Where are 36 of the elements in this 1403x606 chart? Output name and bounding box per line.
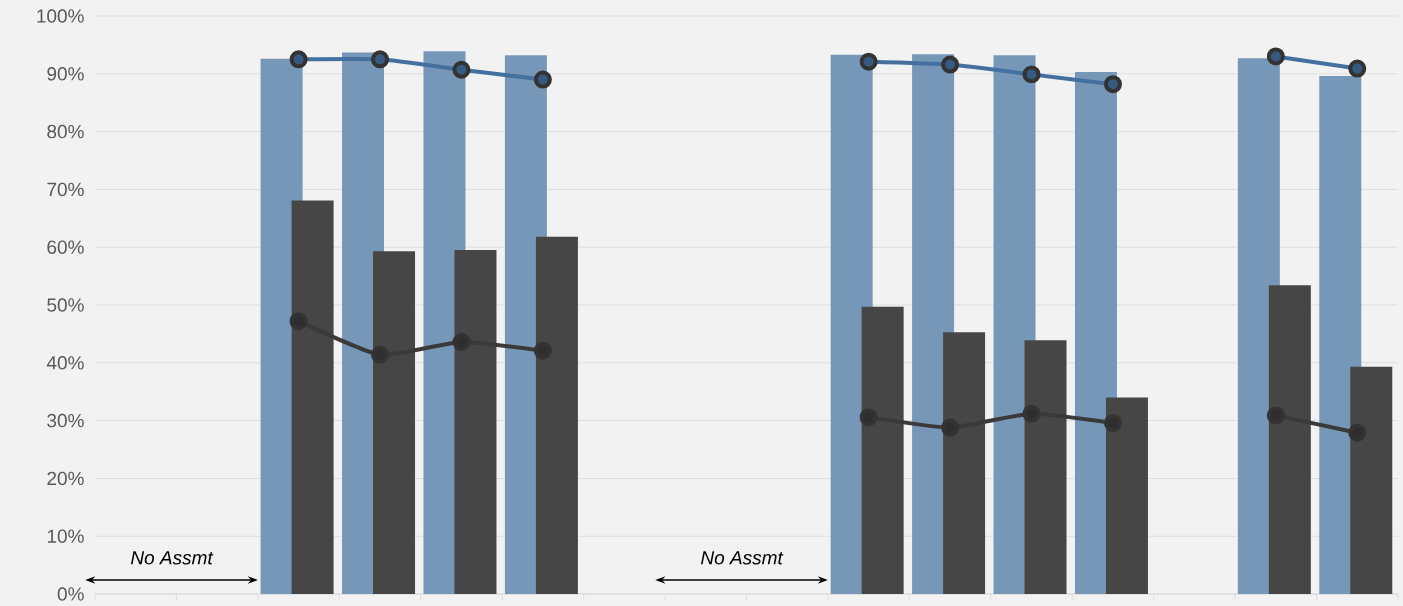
y-tick-label: 60% [47,240,84,254]
point [371,50,390,69]
y-tick-label: 70% [47,182,84,197]
point [452,332,471,351]
y-tick-label: 20% [47,471,84,486]
y-tick-label: 80% [47,124,84,139]
y-tick-label: 90% [47,67,84,81]
point [859,408,878,427]
point [1348,59,1367,78]
point [1103,413,1122,432]
annotation: No Assmt [130,551,214,565]
y-tick-label: 0% [57,587,84,601]
point [1266,406,1285,425]
point [941,418,960,437]
point [859,52,878,71]
y-tick-label: 40% [46,356,84,370]
point [289,312,308,331]
point [289,50,308,69]
point [941,55,960,74]
point [533,70,552,89]
y-tick-label: 10% [47,529,84,543]
y-tick-label: 100% [37,9,84,23]
point [533,341,552,360]
point [452,60,471,79]
bar [535,236,578,594]
y-tick-label: 30% [47,413,84,428]
y-tick-label: 50% [47,298,84,312]
point [1022,404,1041,423]
bar [1350,366,1393,594]
point [371,345,390,364]
point [1103,75,1122,94]
annotation: No Assmt [701,551,784,565]
bar [1105,397,1148,594]
point [1022,65,1041,84]
point [1266,47,1285,66]
point [1348,423,1367,442]
